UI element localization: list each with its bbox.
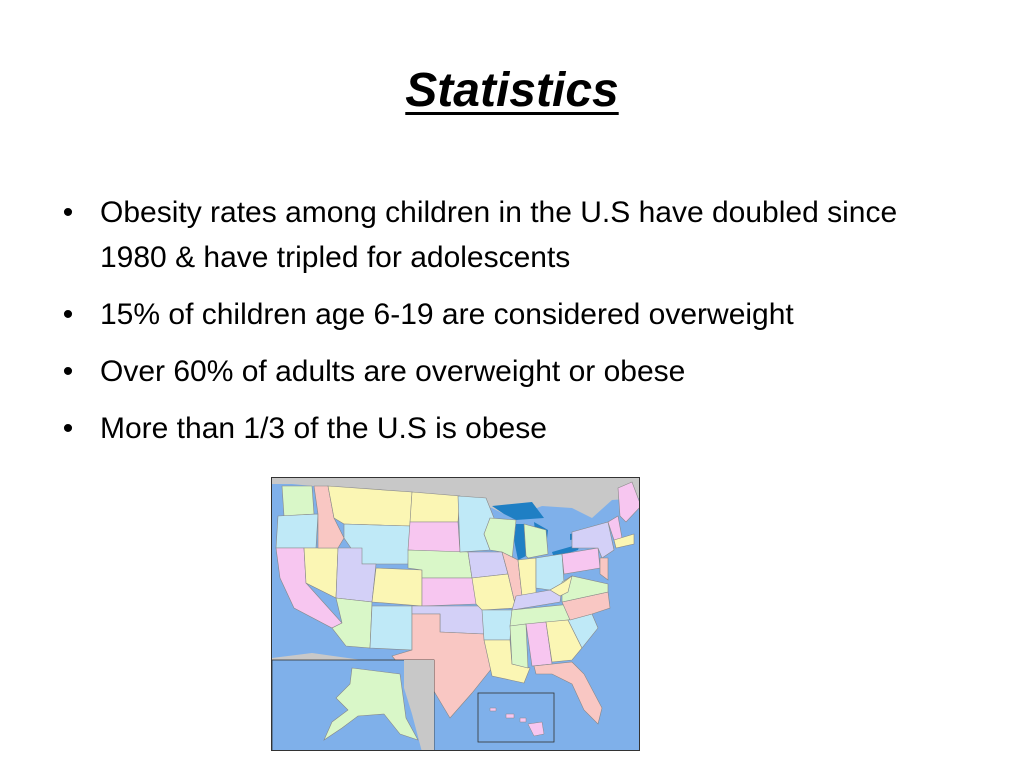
state-new-mexico — [369, 605, 413, 651]
lake-michigan — [514, 524, 526, 560]
state-north-dakota — [409, 491, 461, 523]
canada-land — [272, 478, 639, 518]
bullet-dot-icon: • — [62, 196, 74, 229]
state-kansas — [421, 577, 477, 607]
state-new-jersey — [599, 557, 609, 581]
bullet-text: Obesity rates among children in the U.S … — [100, 196, 898, 274]
state-oregon — [275, 513, 319, 549]
canada-inset-land — [404, 660, 434, 750]
state-washington — [281, 485, 315, 517]
bullet-item: • Obesity rates among children in the U.… — [58, 190, 958, 280]
state-montana — [327, 485, 413, 527]
bullet-dot-icon: • — [62, 298, 74, 331]
bullet-dot-icon: • — [62, 412, 74, 445]
bullet-item: • More than 1/3 of the U.S is obese — [58, 406, 958, 451]
state-iowa — [467, 551, 509, 579]
state-hawaii — [489, 707, 545, 737]
lake-superior — [492, 502, 544, 520]
state-mississippi — [509, 623, 529, 669]
bullet-text: More than 1/3 of the U.S is obese — [100, 412, 547, 445]
state-west-virginia — [549, 575, 573, 597]
bullet-item: • Over 60% of adults are overweight or o… — [58, 349, 958, 394]
state-missouri — [471, 573, 517, 611]
bullet-text: Over 60% of adults are overweight or obe… — [100, 355, 686, 388]
bullet-dot-icon: • — [62, 355, 74, 388]
us-map-svg — [272, 478, 639, 750]
state-south-dakota — [407, 521, 461, 553]
state-florida — [533, 661, 603, 725]
state-michigan — [523, 523, 549, 559]
bullet-item: • 15% of children age 6-19 are considere… — [58, 292, 958, 337]
state-colorado — [371, 567, 423, 607]
state-new-england — [613, 533, 635, 549]
slide-title: Statistics — [405, 64, 619, 117]
state-louisiana — [483, 639, 531, 684]
state-arkansas — [481, 609, 513, 641]
state-texas — [391, 613, 493, 719]
state-kentucky — [511, 587, 563, 611]
bullet-text: 15% of children age 6-19 are considered … — [100, 298, 794, 331]
us-states-map — [271, 477, 640, 751]
hawaii-inset — [477, 692, 555, 743]
state-maine — [617, 481, 639, 523]
state-alaska — [323, 667, 419, 741]
bullet-list: • Obesity rates among children in the U.… — [58, 190, 958, 463]
